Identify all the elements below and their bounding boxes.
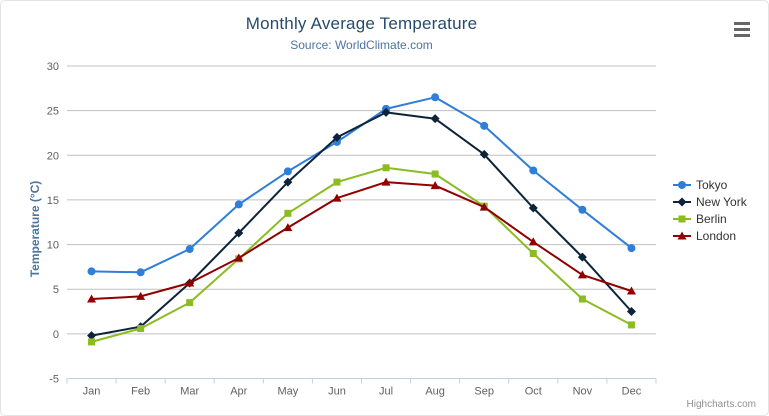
y-axis-label: 25 (47, 106, 59, 118)
hamburger-icon (734, 34, 750, 37)
circle-legend-marker-icon (673, 180, 691, 189)
data-point[interactable] (627, 244, 636, 253)
x-axis-label: Aug (425, 386, 445, 398)
x-axis-label: Sep (474, 386, 494, 398)
data-point[interactable] (283, 223, 293, 232)
square-legend-marker-icon (673, 215, 691, 222)
series-tokyo[interactable] (87, 93, 636, 277)
data-point[interactable] (283, 167, 292, 176)
data-point[interactable] (430, 114, 440, 124)
legend-label: Tokyo (696, 177, 728, 192)
hamburger-icon (734, 22, 750, 25)
y-axis-label: 10 (47, 240, 59, 252)
data-point[interactable] (332, 193, 342, 202)
x-axis-label: Jul (379, 386, 393, 398)
gridlines (67, 65, 656, 379)
data-point[interactable] (87, 294, 97, 303)
data-point[interactable] (234, 228, 244, 238)
data-point[interactable] (479, 202, 489, 211)
data-point[interactable] (578, 205, 587, 214)
x-axis-label: Apr (230, 386, 247, 398)
legend-label: Berlin (696, 211, 727, 226)
x-axis-label: Jun (328, 386, 346, 398)
x-axis-label: Nov (573, 386, 593, 398)
data-point[interactable] (430, 181, 440, 190)
data-point[interactable] (479, 149, 489, 159)
legend-item-berlin[interactable]: Berlin (672, 210, 747, 227)
data-point[interactable] (529, 250, 537, 257)
data-point[interactable] (381, 107, 391, 117)
data-point[interactable] (577, 270, 587, 279)
x-axis-label: Mar (180, 386, 199, 398)
data-point[interactable] (333, 178, 341, 186)
data-point[interactable] (88, 338, 96, 346)
data-point[interactable] (284, 209, 292, 217)
data-point[interactable] (480, 121, 489, 130)
data-point[interactable] (87, 331, 97, 341)
y-axis-label: -5 (49, 374, 59, 386)
legend-label: London (696, 228, 737, 243)
data-point[interactable] (381, 177, 391, 186)
x-axis-label: Oct (525, 386, 542, 398)
data-point[interactable] (528, 237, 538, 246)
x-axis-label: Jan (83, 386, 101, 398)
data-point[interactable] (186, 299, 194, 307)
legend-item-tokyo[interactable]: Tokyo (672, 176, 747, 193)
data-point[interactable] (87, 267, 96, 276)
data-point[interactable] (626, 307, 636, 317)
triangle-legend-marker-icon (673, 231, 691, 239)
chart-title: Monthly Average Temperature (245, 14, 478, 33)
data-point[interactable] (136, 291, 146, 300)
y-axis-labels: -5 0 5 10 15 20 25 30 (47, 61, 59, 386)
export-menu-button[interactable] (734, 22, 750, 37)
x-axis-label: May (277, 386, 298, 398)
y-axis-label: 15 (47, 195, 59, 207)
x-axis-label: Feb (131, 386, 150, 398)
y-axis-label: 0 (53, 329, 59, 341)
legend-item-new-york[interactable]: New York (672, 193, 747, 210)
hamburger-icon (734, 28, 750, 31)
data-point[interactable] (234, 200, 243, 209)
legend: Tokyo New York Berlin London (672, 176, 747, 244)
data-point[interactable] (382, 164, 390, 172)
data-point[interactable] (431, 170, 439, 178)
y-axis-label: 30 (47, 61, 59, 73)
data-point[interactable] (234, 253, 244, 262)
data-point[interactable] (185, 278, 195, 287)
data-point[interactable] (431, 93, 440, 102)
data-point[interactable] (136, 268, 145, 277)
credits-link[interactable]: Highcharts.com (686, 399, 756, 410)
data-point[interactable] (137, 325, 145, 332)
x-axis-label: Dec (622, 386, 642, 398)
data-point[interactable] (529, 166, 538, 175)
y-axis-label: 20 (47, 150, 59, 162)
y-axis-label: 5 (53, 284, 59, 296)
legend-label: New York (696, 194, 747, 209)
series-new-york[interactable] (87, 107, 636, 341)
data-point[interactable] (577, 252, 587, 262)
data-point[interactable] (185, 245, 194, 254)
data-point[interactable] (627, 321, 635, 329)
data-point[interactable] (283, 177, 293, 187)
chart-subtitle: Source: WorldClimate.com (290, 38, 433, 52)
x-axis: Jan Feb Mar Apr May Jun Jul Aug Sep Oct Nov Dec (66, 378, 657, 398)
legend-item-london[interactable]: London (672, 227, 747, 244)
series-london[interactable] (87, 177, 636, 303)
data-point[interactable] (578, 295, 586, 303)
diamond-legend-marker-icon (673, 197, 691, 206)
data-point[interactable] (626, 286, 636, 295)
data-point[interactable] (528, 203, 538, 213)
data-point[interactable] (332, 132, 342, 142)
